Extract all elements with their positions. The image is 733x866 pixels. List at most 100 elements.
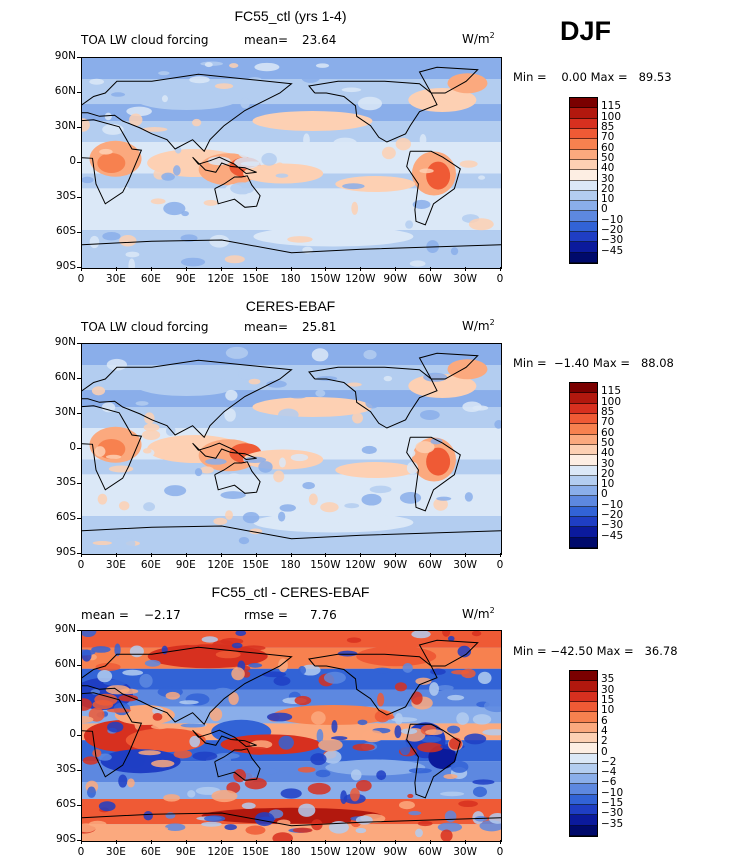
colorbar-segment — [570, 681, 597, 692]
field-speck — [399, 741, 411, 756]
south-america-coastline — [406, 150, 461, 226]
field-speck — [407, 793, 414, 799]
y-tick-mark — [77, 378, 81, 379]
greenland-coastline — [418, 639, 479, 667]
field-speck — [92, 700, 114, 710]
x-tick-mark — [185, 267, 187, 271]
x-tick-label: 30E — [105, 846, 126, 858]
field-speck — [417, 821, 433, 827]
colorbar — [569, 670, 598, 837]
field-speck — [200, 466, 214, 474]
field-speck — [408, 811, 422, 816]
x-tick-label: 150W — [310, 846, 341, 858]
field-speck — [105, 454, 122, 459]
colorbar-level-label: −20 — [601, 509, 624, 522]
x-tick-mark — [325, 553, 327, 557]
field-speck — [419, 409, 440, 420]
field-speck — [316, 728, 324, 743]
colorbar-segment — [570, 712, 597, 723]
map-svg — [82, 631, 501, 841]
field-speck — [361, 730, 384, 743]
field-speck — [230, 182, 255, 195]
y-tick-mark — [77, 840, 81, 841]
field-speck — [394, 712, 403, 725]
field-speck — [249, 740, 273, 749]
field-speck — [408, 768, 432, 774]
field-speck — [444, 810, 457, 823]
colorbar-segment — [570, 128, 597, 140]
field-speck — [279, 504, 296, 512]
colorbar-level-label: 50 — [601, 151, 615, 164]
colorbar-segment — [570, 201, 597, 212]
y-tick-mark — [77, 665, 81, 666]
field-speck — [447, 694, 465, 701]
field-speck — [89, 78, 105, 85]
field-speck — [429, 682, 439, 696]
colorbar-level-label: −30 — [601, 519, 624, 532]
colorbar-level-label: −4 — [601, 766, 617, 779]
field-speck — [211, 789, 238, 803]
x-tick-label: 180 — [280, 846, 301, 858]
field-speck — [187, 790, 196, 798]
field-speck — [151, 759, 175, 768]
field-speck — [127, 778, 135, 788]
colorbar-segment — [570, 413, 597, 425]
panel-left-label: TOA LW cloud forcing — [81, 320, 209, 334]
field-speck — [340, 790, 348, 805]
colorbar-segment — [570, 159, 597, 171]
field-speck — [292, 827, 313, 833]
colorbar-level-label: 10 — [601, 478, 615, 491]
field-speck — [107, 721, 124, 733]
x-tick-mark — [81, 553, 82, 557]
field-speck — [134, 717, 141, 730]
field-speck — [328, 821, 349, 834]
field-speck — [441, 631, 451, 637]
field-speck — [331, 719, 338, 733]
greenland-coastline — [418, 352, 479, 380]
field-speck — [458, 800, 478, 808]
field-speck — [118, 694, 139, 702]
x-tick-mark — [395, 553, 397, 557]
field-speck — [241, 802, 256, 810]
x-tick-mark — [465, 840, 467, 844]
field-speck — [346, 637, 362, 643]
colorbar-level-label: 30 — [601, 457, 615, 470]
field-speck — [180, 257, 206, 267]
field-blob-12 — [136, 90, 237, 110]
field-speck — [303, 133, 310, 147]
y-tick-mark — [77, 735, 81, 736]
field-speck — [99, 148, 113, 155]
field-speck — [415, 677, 432, 685]
field-speck — [298, 803, 316, 817]
colorbar-segment — [570, 527, 597, 538]
field-speck — [349, 787, 360, 802]
colorbar-level-label: 10 — [601, 193, 615, 206]
colorbar-level-label: 85 — [601, 120, 615, 133]
colorbar-segment — [570, 190, 597, 202]
field-speck — [464, 733, 487, 745]
field-speck — [224, 824, 237, 831]
x-tick-mark — [115, 840, 117, 844]
y-tick-mark — [77, 448, 81, 449]
field-speck — [425, 729, 443, 736]
x-tick-mark — [255, 267, 257, 271]
field-speck — [189, 76, 210, 84]
field-speck — [82, 118, 90, 132]
x-tick-mark — [325, 267, 327, 271]
field-speck — [104, 112, 112, 121]
field-speck — [275, 173, 289, 178]
units-text: W/m — [462, 319, 490, 333]
colorbar-level-label: 20 — [601, 467, 615, 480]
field-speck — [308, 493, 318, 506]
field-speck — [394, 725, 402, 739]
x-tick-mark — [500, 267, 501, 271]
field-speck — [419, 133, 427, 147]
x-tick-label: 120E — [207, 273, 234, 285]
field-speck — [272, 832, 293, 841]
field-speck — [125, 251, 140, 258]
field-speck — [92, 749, 102, 758]
field-speck — [240, 97, 250, 109]
x-tick-mark — [430, 267, 432, 271]
x-tick-label: 150W — [310, 273, 341, 285]
colorbar-level-label: −2 — [601, 755, 617, 768]
